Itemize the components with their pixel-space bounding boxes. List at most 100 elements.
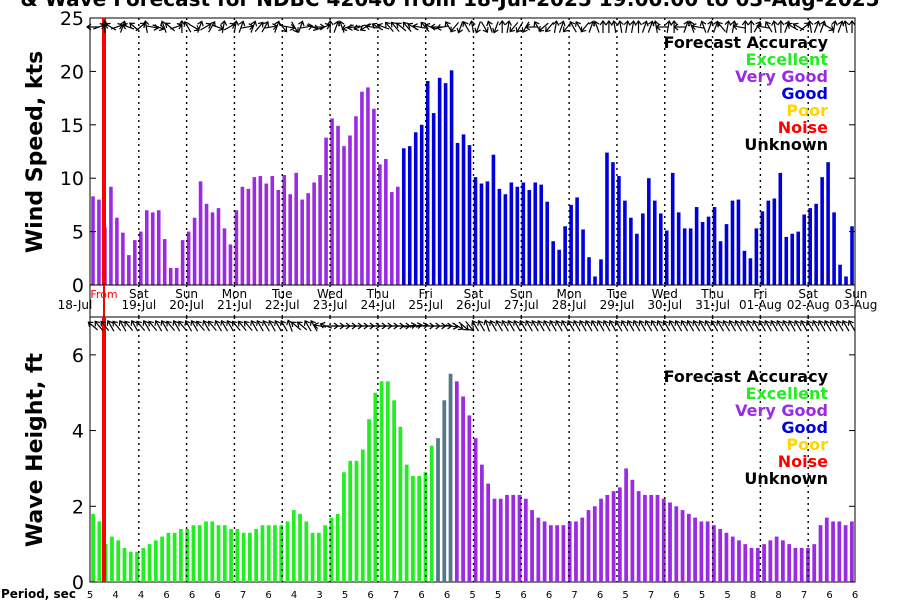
arrow-head (543, 319, 550, 326)
wind-direction-arrow (837, 20, 845, 33)
arrow-shaft (516, 21, 524, 33)
arrow-head (623, 20, 631, 26)
wave-direction-arrow (752, 319, 760, 332)
arrow-head (505, 20, 512, 26)
wind-bar (276, 189, 281, 285)
wave-bar (360, 449, 365, 582)
wave-bar (273, 525, 277, 582)
wave-direction-arrow (626, 319, 635, 332)
wave-bar (417, 476, 422, 582)
arrow-head (538, 25, 545, 32)
wind-direction-arrow (747, 20, 755, 33)
arrow-head (728, 319, 735, 326)
wind-direction-arrow (712, 20, 720, 33)
wave-direction-arrow (632, 319, 641, 332)
arrow-head (692, 319, 699, 326)
arrow-head (160, 319, 167, 326)
arrow-head (755, 20, 762, 27)
wave-direction-arrow (243, 320, 253, 331)
arrow-head (450, 26, 456, 33)
day-name-label: Mon (556, 287, 581, 301)
wave-bar (799, 547, 804, 582)
arrow-head (562, 26, 569, 33)
arrow-head (243, 320, 250, 327)
arrow-shaft (765, 21, 773, 33)
arrow-shaft (625, 20, 629, 34)
period-value: 5 (469, 590, 475, 600)
arrow-head (572, 319, 579, 326)
arrow-head (250, 20, 258, 27)
wind-bar (742, 250, 747, 285)
period-value: 7 (801, 590, 807, 600)
wave-direction-arrow (758, 319, 766, 332)
arrow-head (656, 319, 663, 326)
wave-direction-arrow (142, 319, 151, 332)
arrow-shaft (717, 22, 726, 32)
arrow-shaft (681, 320, 689, 332)
wind-bar (647, 178, 651, 285)
wind-bar (521, 182, 526, 285)
wind-direction-arrow (641, 20, 649, 33)
wave-bar (686, 513, 691, 582)
wind-bar (97, 199, 101, 285)
wind-direction-arrow (732, 23, 746, 31)
wave-bar (147, 544, 152, 582)
arrow-shaft (475, 21, 482, 33)
chart-title: & Wave Forecast for NDBC 42040 from 18-J… (20, 0, 879, 11)
arrow-shaft (178, 321, 187, 331)
arrow-head (124, 320, 130, 327)
wind-direction-arrow (208, 20, 216, 33)
legend-item: Poor (786, 101, 828, 120)
wind-ytick-label: 20 (60, 61, 84, 83)
period-value: 8 (775, 590, 781, 600)
wave-direction-arrow (280, 319, 288, 332)
wind-bar (216, 208, 221, 285)
wave-bar (549, 525, 553, 582)
arrow-shaft (105, 23, 117, 31)
wind-bar (419, 124, 424, 285)
arrow-shaft (161, 320, 169, 332)
arrow-shaft (314, 324, 327, 328)
wave-bar (235, 529, 240, 582)
arrow-head (776, 319, 783, 326)
wind-direction-arrow (610, 20, 618, 34)
arrow-head (794, 319, 801, 326)
arrow-shaft (837, 21, 843, 33)
wave-bar (411, 476, 415, 582)
arrow-shaft (740, 320, 748, 332)
wind-direction-arrow (412, 23, 426, 31)
wave-direction-arrow (106, 319, 115, 332)
wave-direction-arrow (465, 321, 474, 332)
wind-direction-arrow (164, 22, 176, 32)
legend-item: Unknown (744, 135, 828, 154)
wave-bar (222, 525, 227, 582)
wave-bar (316, 532, 321, 582)
arrow-head (190, 319, 197, 326)
arrow-shaft (495, 320, 503, 332)
arrow-head (814, 20, 821, 27)
day-label-strip: 18-JulSat19-JulSun20-JulMon21-JulTue22-J… (58, 284, 877, 318)
arrow-shaft (699, 320, 707, 332)
wind-direction-arrow (435, 23, 449, 31)
wind-bar (808, 208, 812, 285)
wind-bar (258, 176, 263, 285)
wave-bar (693, 517, 697, 582)
arrow-shaft (553, 20, 558, 34)
arrow-shaft (261, 21, 269, 33)
arrow-head (142, 319, 149, 326)
arrow-head (635, 20, 642, 26)
period-value: 5 (699, 590, 705, 600)
arrow-head (823, 319, 830, 326)
wind-bar (688, 228, 693, 285)
wind-direction-arrow (254, 21, 264, 32)
arrow-head (782, 319, 789, 326)
period-value: 6 (597, 590, 603, 600)
arrow-head (740, 319, 747, 326)
wave-bar (454, 381, 459, 582)
arrow-shaft (487, 21, 493, 33)
wave-bar (680, 510, 685, 582)
wave-bar (624, 468, 629, 582)
arrow-shaft (663, 320, 671, 332)
arrow-shaft (848, 320, 856, 332)
wind-direction-arrow (261, 20, 270, 33)
